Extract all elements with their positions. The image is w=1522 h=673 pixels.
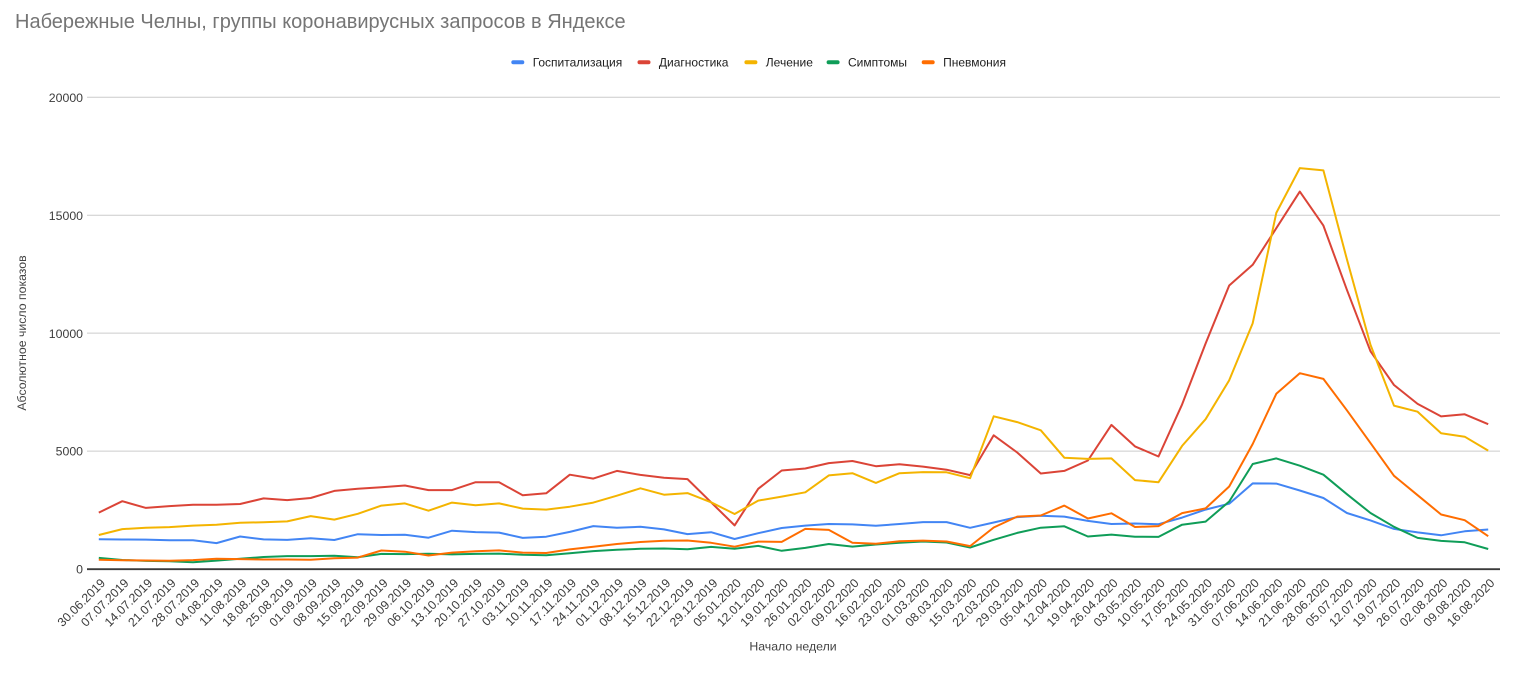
svg-text:Лечение: Лечение [766, 56, 813, 70]
svg-text:Диагностика: Диагностика [659, 56, 729, 70]
svg-text:Начало недели: Начало недели [749, 640, 836, 654]
svg-text:Симптомы: Симптомы [848, 56, 907, 70]
svg-text:Набережные Челны, группы корон: Набережные Челны, группы коронавирусных … [15, 11, 626, 33]
svg-text:0: 0 [76, 563, 83, 577]
svg-text:10000: 10000 [49, 327, 83, 341]
svg-text:5000: 5000 [56, 445, 84, 459]
svg-text:20000: 20000 [49, 91, 83, 105]
svg-text:Абсолютное число показов: Абсолютное число показов [15, 255, 29, 410]
svg-text:Госпитализация: Госпитализация [533, 56, 623, 70]
svg-text:15000: 15000 [49, 209, 83, 223]
svg-text:Пневмония: Пневмония [943, 56, 1006, 70]
